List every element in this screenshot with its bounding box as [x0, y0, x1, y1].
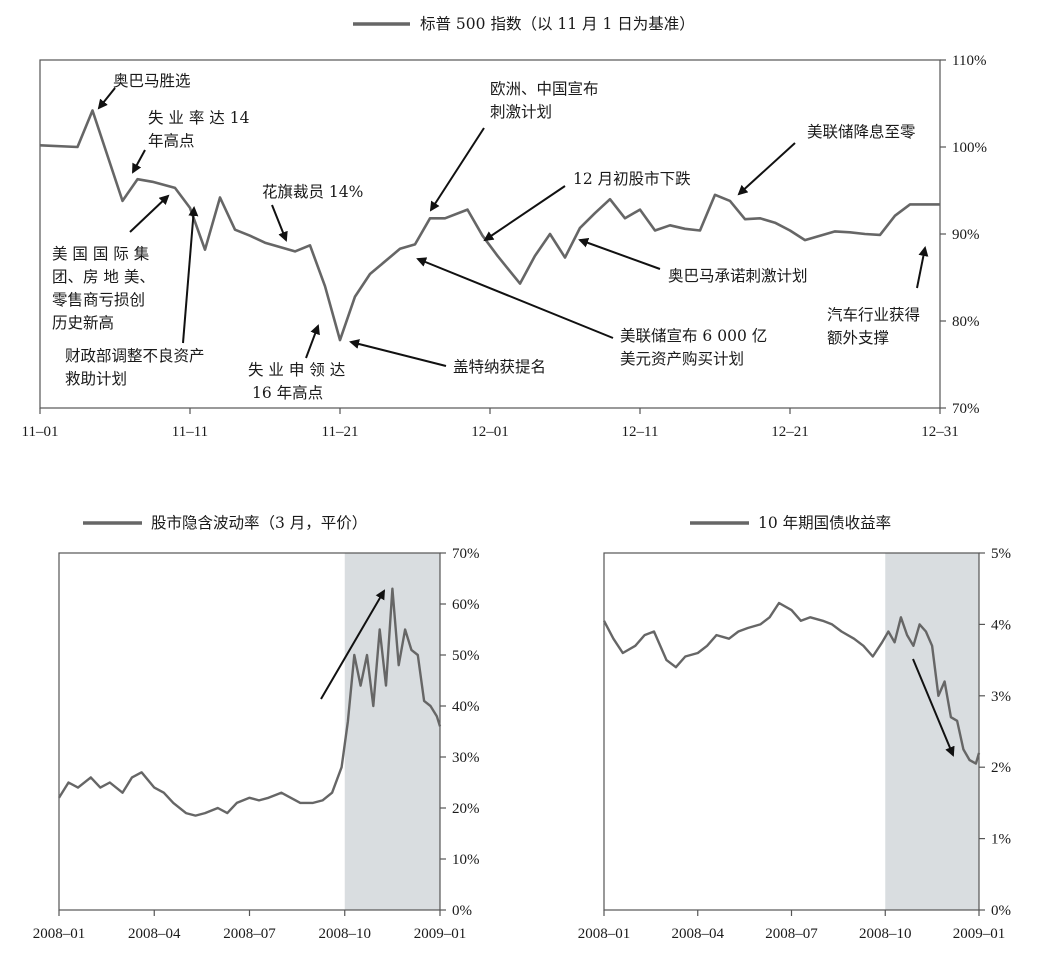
- annotation-arrow-unemployment-14yr: [132, 149, 146, 174]
- annotation-arrow-obama-elected: [97, 87, 116, 110]
- y-tick-label: 5%: [991, 546, 1011, 562]
- annotation-fed-zero: 美联储降息至零: [737, 123, 916, 196]
- annotation-arrow-aig-losses: [129, 194, 170, 233]
- y-tick-label: 30%: [452, 750, 480, 766]
- annotation-arrow-dec-drop: [483, 185, 566, 242]
- annotation-text-tarp-adjusted: 财政部调整不良资产救助计划: [65, 347, 205, 388]
- x-tick-label: 2008–01: [578, 926, 631, 942]
- annotation-aig-losses: 美 国 国 际 集团、房 地 美、零售商亏损创历史新高: [52, 194, 170, 332]
- x-ticks-sp500: 11–01 11–11 11–21 12–01 12–11 12–21 12–31: [22, 408, 959, 440]
- annotation-obama-stimulus: 奥巴马承诺刺激计划: [578, 238, 808, 285]
- annotation-fed-600bn: 美联储宣布 6 000 亿美元资产购买计划: [416, 257, 767, 368]
- x-tick-label: 11–01: [22, 424, 59, 440]
- y-tick-label: 0%: [991, 903, 1011, 919]
- annotation-text-auto-support: 汽车行业获得额外支撑: [827, 306, 920, 347]
- x-ticks-treasury: 2008–01 2008–04 2008–07 2008–10 2009–01: [578, 910, 1006, 942]
- y-tick-label: 1%: [991, 832, 1011, 848]
- x-tick-label: 2008–04: [672, 926, 725, 942]
- x-tick-label: 2008–07: [223, 926, 276, 942]
- annotation-geithner: 盖特纳获提名: [349, 339, 546, 376]
- shaded-period-volatility: [344, 553, 440, 910]
- annotation-dec-drop: 12 月初股市下跌: [483, 170, 691, 242]
- annotation-text-obama-stimulus: 奥巴马承诺刺激计划: [668, 267, 808, 285]
- series-line-treasury: [602, 601, 981, 765]
- y-tick-label: 50%: [452, 648, 480, 664]
- x-tick-label: 2009–01: [953, 926, 1006, 942]
- annotation-obama-elected: 奥巴马胜选: [97, 72, 191, 110]
- x-tick-label: 2008–07: [765, 926, 818, 942]
- y-tick-label: 10%: [452, 852, 480, 868]
- y-ticks-sp500: 70% 80% 90% 100% 110%: [940, 53, 987, 417]
- x-tick-label: 2008–10: [859, 926, 912, 942]
- annotation-unemployment-14yr: 失 业 率 达 14 年高点: [132, 109, 250, 174]
- annotation-arrow-fed-600bn: [416, 257, 614, 339]
- y-tick-label: 2%: [991, 760, 1011, 776]
- annotation-text-geithner: 盖特纳获提名: [453, 358, 546, 376]
- annotation-auto-support: 汽车行业获得额外支撑: [827, 246, 929, 347]
- annotation-arrow-jobless-claims: [305, 324, 320, 359]
- series-line-sp500: [39, 109, 940, 342]
- annotation-text-fed-zero: 美联储降息至零: [807, 123, 916, 141]
- y-tick-label: 60%: [452, 597, 480, 613]
- trend-arrow-volatility: [320, 589, 386, 700]
- x-tick-label: 12–11: [622, 424, 659, 440]
- x-tick-label: 12–31: [921, 424, 959, 440]
- annotation-text-citi-layoffs: 花旗裁员 14%: [262, 183, 363, 201]
- y-tick-label: 40%: [452, 699, 480, 715]
- x-tick-label: 2009–01: [414, 926, 467, 942]
- annotation-arrow-geithner: [349, 339, 447, 367]
- x-tick-label: 2008–04: [128, 926, 181, 942]
- chart-volatility: 股市隐含波动率（3 月，平价） 2008–01 2008–04 2008–07 200…: [33, 514, 480, 942]
- annotation-text-aig-losses: 美 国 国 际 集团、房 地 美、零售商亏损创历史新高: [52, 245, 155, 332]
- annotation-text-obama-elected: 奥巴马胜选: [113, 72, 191, 90]
- series-line-volatility: [57, 587, 442, 817]
- annotation-citi-layoffs: 花旗裁员 14%: [262, 183, 363, 242]
- y-tick-label: 110%: [952, 53, 986, 69]
- annotation-text-jobless-claims: 失 业 申 领 达 16 年高点: [248, 361, 345, 402]
- chart-sp500: 标普 500 指数（以 11 月 1 日为基准） 11–01 11–11 11–21…: [22, 15, 987, 440]
- chart-treasury: 10 年期国债收益率 2008–01 2008–04 2008–07 2008–10 2…: [578, 514, 1011, 942]
- x-tick-label: 2008–10: [319, 926, 372, 942]
- legend-label-treasury: 10 年期国债收益率: [758, 514, 891, 532]
- annotation-jobless-claims: 失 业 申 领 达 16 年高点: [248, 324, 345, 402]
- x-tick-label: 12–01: [471, 424, 509, 440]
- x-tick-label: 11–21: [322, 424, 359, 440]
- annotation-arrow-auto-support: [916, 246, 929, 289]
- y-ticks-treasury: 0% 1% 2% 3% 4% 5%: [979, 546, 1011, 919]
- y-tick-label: 90%: [952, 227, 980, 243]
- annotation-arrow-obama-stimulus: [578, 238, 661, 270]
- trend-arrow-treasury: [912, 658, 955, 757]
- annotation-arrow-stimulus-eu-cn: [429, 127, 485, 212]
- y-tick-label: 70%: [452, 546, 480, 562]
- y-tick-label: 100%: [952, 140, 987, 156]
- annotation-tarp-adjusted: 财政部调整不良资产救助计划: [65, 206, 205, 388]
- annotation-stimulus-eu-cn: 欧洲、中国宣布刺激计划: [429, 80, 599, 212]
- annotation-text-stimulus-eu-cn: 欧洲、中国宣布刺激计划: [490, 80, 599, 121]
- y-tick-label: 20%: [452, 801, 480, 817]
- y-tick-label: 80%: [952, 314, 980, 330]
- legend-label-volatility: 股市隐含波动率（3 月，平价）: [151, 514, 367, 532]
- annotation-text-dec-drop: 12 月初股市下跌: [573, 170, 691, 188]
- annotation-arrow-fed-zero: [737, 142, 796, 196]
- legend-label-sp500: 标普 500 指数（以 11 月 1 日为基准）: [420, 15, 695, 33]
- x-tick-label: 2008–01: [33, 926, 86, 942]
- annotation-arrow-tarp-adjusted: [182, 206, 199, 344]
- x-tick-label: 11–11: [172, 424, 208, 440]
- y-tick-label: 4%: [991, 617, 1011, 633]
- annotation-text-unemployment-14yr: 失 业 率 达 14 年高点: [148, 109, 250, 150]
- shaded-period-treasury: [885, 553, 979, 910]
- y-tick-label: 3%: [991, 689, 1011, 705]
- annotation-arrow-citi-layoffs: [271, 204, 288, 242]
- x-ticks-volatility: 2008–01 2008–04 2008–07 2008–10 2009–01: [33, 910, 467, 942]
- x-tick-label: 12–21: [771, 424, 809, 440]
- y-tick-label: 70%: [952, 401, 980, 417]
- annotation-text-fed-600bn: 美联储宣布 6 000 亿美元资产购买计划: [620, 327, 767, 368]
- y-tick-label: 0%: [452, 903, 472, 919]
- y-ticks-volatility: 0% 10% 20% 30% 40% 50% 60% 70%: [440, 546, 480, 919]
